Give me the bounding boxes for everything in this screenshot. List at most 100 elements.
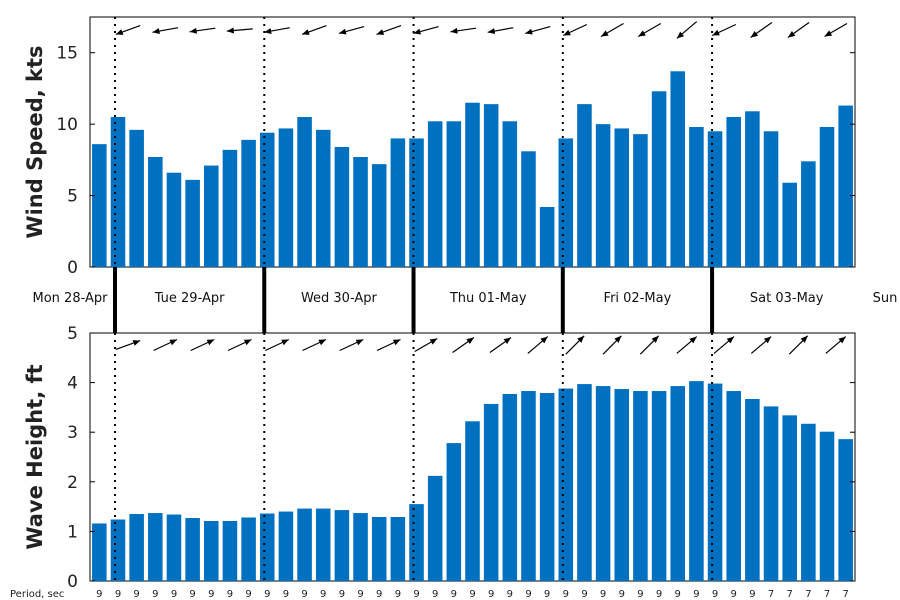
- wind-direction-arrow: [824, 22, 848, 38]
- wave-ytick-label: 0: [67, 572, 78, 592]
- wave-bar: [763, 406, 779, 581]
- wind-bar: [745, 111, 760, 267]
- wind-arrow-head: [152, 28, 160, 34]
- wind-direction-arrow: [152, 27, 179, 34]
- wind-bar: [92, 144, 107, 267]
- wind-bar: [782, 182, 797, 267]
- wave-direction-arrow: [376, 338, 401, 352]
- wind-bar: [465, 102, 480, 268]
- wave-bar: [838, 439, 853, 581]
- wind-bar: [763, 131, 779, 267]
- period-row: Period, sec 9 9 9 9 9 9 9 9 9 9 9 9 9 9 9 9 9 9 9 9 9 9 9 9 9 9 9 9 9…: [10, 589, 849, 600]
- wind-direction-arrow: [189, 27, 216, 34]
- wind-arrow-head: [302, 29, 310, 35]
- wind-bar: [241, 139, 256, 267]
- wave-bar: [185, 518, 200, 581]
- wind-arrow-head: [487, 28, 496, 34]
- period-value: 9: [339, 589, 345, 600]
- wind-bar: [726, 117, 741, 267]
- period-value: 7: [805, 589, 811, 600]
- wave-bar: [241, 517, 256, 581]
- wave-direction-arrow: [452, 337, 475, 353]
- day-label: Fri 02-May: [604, 291, 672, 306]
- wave-bar: [539, 393, 555, 581]
- wave-ylabel: Wave Height, ft: [23, 364, 47, 549]
- wind-direction-arrow: [711, 23, 737, 37]
- period-value: 9: [581, 589, 587, 600]
- wind-arrow-head: [413, 28, 421, 35]
- wind-bar: [595, 124, 611, 267]
- period-value: 9: [395, 589, 401, 600]
- period-value: 9: [301, 589, 307, 600]
- wind-bar: [707, 131, 723, 267]
- wave-bar: [315, 508, 331, 581]
- day-label: Tue 29-Apr: [154, 291, 225, 306]
- wave-bar: [633, 391, 648, 581]
- wave-arrow-head: [169, 339, 177, 346]
- wind-bar: [558, 138, 574, 267]
- period-value: 9: [171, 589, 177, 600]
- wave-arrow-head: [355, 339, 364, 346]
- wave-arrow-head: [503, 337, 512, 344]
- wave-direction-arrow: [713, 336, 735, 354]
- wave-bar: [819, 431, 835, 581]
- wind-bar: [819, 127, 835, 267]
- wind-bar: [259, 132, 275, 267]
- period-value: 9: [245, 589, 251, 600]
- wave-direction-arrow: [676, 336, 698, 354]
- wind-direction-arrow: [376, 25, 402, 35]
- wind-bar: [483, 104, 499, 267]
- wind-arrow-head: [712, 29, 720, 36]
- wind-arrow-head: [338, 28, 347, 35]
- wave-bar: [670, 386, 686, 581]
- period-value: 9: [600, 589, 606, 600]
- wave-bar: [483, 403, 499, 581]
- wind-direction-arrow: [637, 22, 662, 38]
- wave-arrow-head: [726, 336, 734, 344]
- wave-bar: [558, 388, 574, 581]
- wave-arrow-head: [838, 336, 846, 344]
- period-value: 7: [843, 589, 849, 600]
- wind-bar: [539, 207, 555, 267]
- wind-ytick-label: 10: [56, 115, 78, 135]
- wind-bar: [521, 151, 536, 267]
- wind-bar: [353, 157, 368, 267]
- wind-arrow-head: [115, 29, 124, 35]
- wave-direction-arrow: [565, 335, 585, 355]
- wind-bar: [315, 129, 331, 267]
- wind-bar: [577, 104, 592, 267]
- wave-bar: [521, 391, 536, 581]
- wind-arrow-head: [376, 29, 385, 35]
- wind-bar: [297, 117, 312, 267]
- wave-direction-arrow: [227, 338, 252, 352]
- wave-arrow-head: [651, 335, 659, 343]
- wind-ytick-label: 15: [56, 44, 78, 64]
- wind-arrow-head: [525, 28, 533, 35]
- wind-bar: [670, 71, 686, 267]
- period-value: 9: [133, 589, 139, 600]
- wind-bar: [446, 121, 462, 267]
- wind-bar: [651, 91, 667, 267]
- wave-bar: [707, 383, 723, 581]
- period-value: 9: [283, 589, 289, 600]
- wave-bar: [278, 511, 294, 581]
- period-value: 9: [731, 589, 737, 600]
- wave-bar: [371, 517, 387, 581]
- wave-bar: [222, 520, 238, 581]
- wave-arrow-head: [763, 336, 772, 344]
- wind-arrow-head: [226, 27, 234, 34]
- wave-bar: [577, 384, 592, 581]
- wind-arrow-head: [563, 29, 571, 36]
- period-value: 9: [693, 589, 699, 600]
- wind-bar: [502, 121, 518, 267]
- wind-direction-arrow: [525, 26, 551, 35]
- wave-bar: [92, 523, 107, 581]
- wave-direction-arrow: [527, 336, 549, 354]
- wave-bar: [390, 517, 406, 581]
- wind-arrow-head: [787, 31, 796, 38]
- wave-ytick-label: 5: [67, 324, 78, 344]
- period-value: 7: [787, 589, 793, 600]
- period-value: 9: [376, 589, 382, 600]
- wave-arrow-head: [689, 336, 697, 344]
- day-label: Sat 03-May: [750, 291, 824, 306]
